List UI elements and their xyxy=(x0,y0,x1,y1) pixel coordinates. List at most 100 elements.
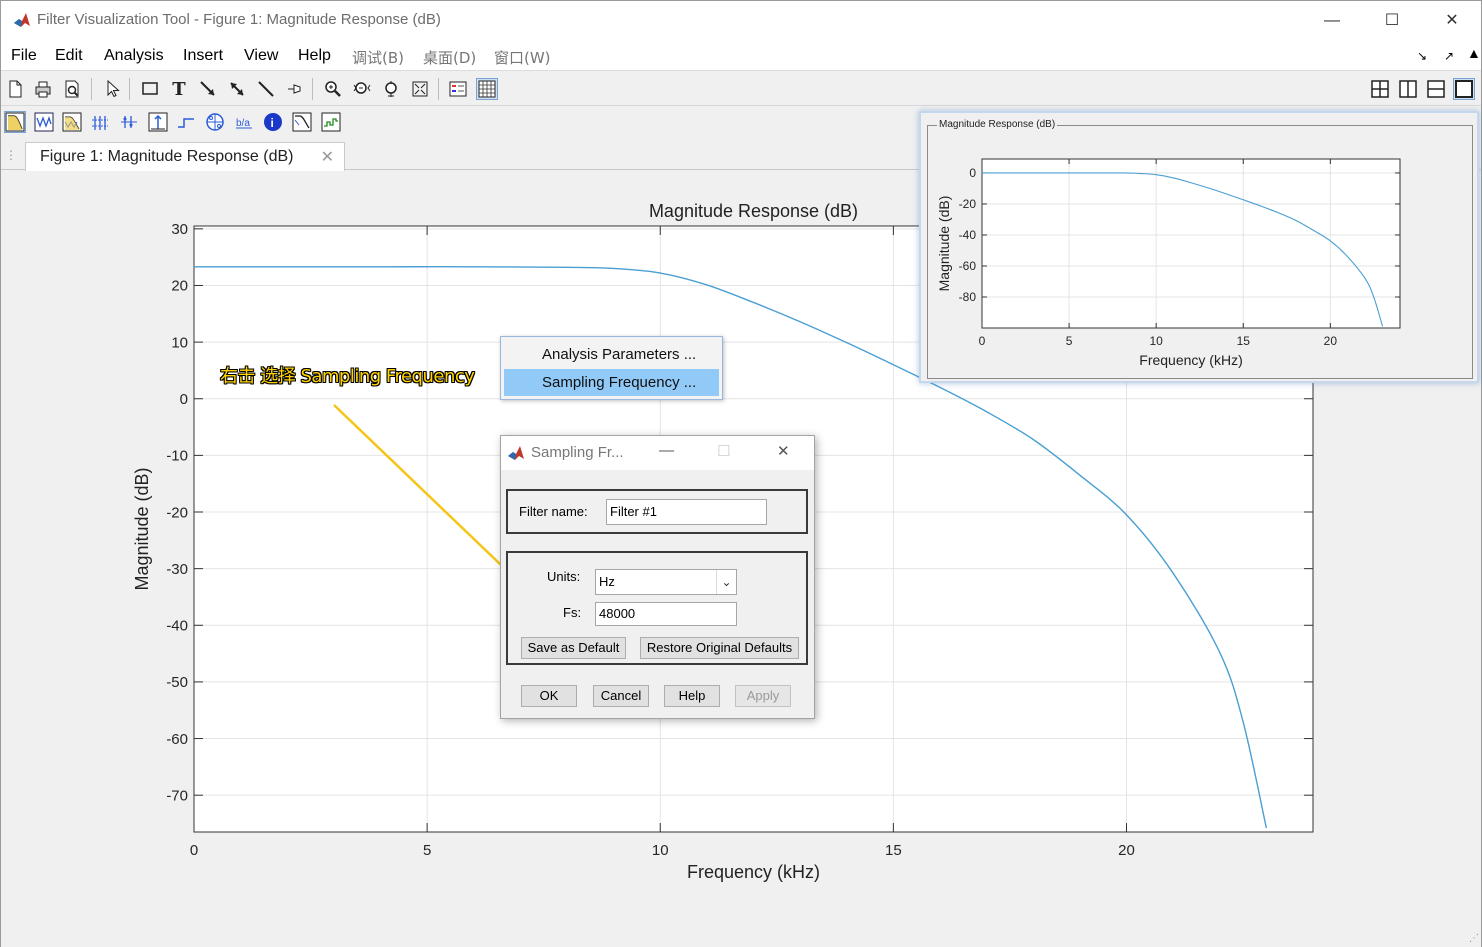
chevron-down-icon[interactable]: ⌄ xyxy=(716,570,736,594)
group-delay-icon[interactable] xyxy=(89,111,111,133)
instruction-annotation: 右击 选择 Sampling Frequency xyxy=(220,366,475,387)
zoom-out-icon[interactable] xyxy=(351,78,373,100)
menu-item-sampling-frequency[interactable]: Sampling Frequency ... xyxy=(504,369,719,396)
step-response-icon[interactable] xyxy=(175,111,197,133)
layout-grid-icon[interactable] xyxy=(1369,78,1391,100)
phase-response-icon[interactable] xyxy=(33,111,55,133)
y-tick-label: -60 xyxy=(959,259,977,273)
analysis-preview-window[interactable]: Magnitude Response (dB) 0 5 10 15 20 0 -20 -40 -… xyxy=(919,111,1479,383)
help-button[interactable]: Help xyxy=(664,685,720,707)
axes-box xyxy=(193,225,1314,833)
pan-icon[interactable] xyxy=(380,78,402,100)
magnitude-series-line xyxy=(982,172,1384,327)
context-menu: Analysis Parameters ... Sampling Frequen… xyxy=(500,336,723,400)
maximize-button[interactable]: ☐ xyxy=(1384,12,1400,29)
resize-grip-icon[interactable]: ⋰ xyxy=(1469,933,1479,944)
filter-info-icon[interactable]: i xyxy=(262,111,284,133)
menu-bar: File Edit Analysis Insert View Help 调试(B… xyxy=(1,41,1481,71)
close-button[interactable]: ✕ xyxy=(1445,12,1459,29)
toolbar-separator xyxy=(91,78,92,100)
layout-single-icon[interactable] xyxy=(1453,78,1475,100)
sampling-group: Units: Hz ⌄ Fs: 48000 Save as Default Re… xyxy=(506,551,808,665)
dialog-title: Sampling Fr... xyxy=(531,444,624,461)
round-off-noise-icon[interactable] xyxy=(320,111,342,133)
menu-debug[interactable]: 调试(B) xyxy=(352,49,404,67)
save-as-default-button[interactable]: Save as Default xyxy=(521,637,626,659)
x-tick-label: 5 xyxy=(1066,334,1073,348)
toolbar-separator xyxy=(129,78,130,100)
svg-text:i: i xyxy=(271,116,274,130)
insert-double-arrow-icon[interactable] xyxy=(226,78,248,100)
grid-icon[interactable] xyxy=(476,78,498,100)
zoom-in-icon[interactable] xyxy=(322,78,344,100)
menu-analysis[interactable]: Analysis xyxy=(104,47,164,64)
pointer-icon[interactable] xyxy=(101,78,123,100)
fs-field[interactable]: 48000 xyxy=(595,602,737,626)
matlab-logo-icon xyxy=(508,446,524,460)
menu-desktop[interactable]: 桌面(D) xyxy=(423,49,477,67)
magnitude-estimate-icon[interactable] xyxy=(291,111,313,133)
insert-rectangle-icon[interactable] xyxy=(139,78,161,100)
tab-figure-1[interactable]: Figure 1: Magnitude Response (dB) ✕ xyxy=(25,142,345,171)
fs-label: Fs: xyxy=(563,605,582,620)
phase-delay-icon[interactable] xyxy=(118,111,140,133)
toolbar-separator xyxy=(312,78,313,100)
sampling-frequency-dialog: Sampling Fr... — ☐ ✕ Filter name: Filter… xyxy=(500,435,815,719)
y-tick-label: 0 xyxy=(969,166,976,180)
y-tick-label: -20 xyxy=(166,504,188,521)
x-axis-label: Frequency (kHz) xyxy=(1139,352,1242,368)
magnitude-response-icon[interactable] xyxy=(4,111,26,133)
menu-edit[interactable]: Edit xyxy=(55,47,83,64)
dock-icon[interactable]: ↘ xyxy=(1417,49,1428,63)
magnitude-phase-icon[interactable] xyxy=(61,111,83,133)
x-tick-label: 5 xyxy=(423,842,431,859)
x-tick-label: 20 xyxy=(1324,334,1338,348)
dialog-close-button[interactable]: ✕ xyxy=(777,443,790,460)
x-tick-label: 10 xyxy=(1149,334,1163,348)
y-tick-label: 10 xyxy=(171,334,188,351)
coefficients-icon[interactable]: b/a xyxy=(233,111,255,133)
x-tick-label: 10 xyxy=(652,842,669,859)
layout-rows-icon[interactable] xyxy=(1425,78,1447,100)
units-dropdown[interactable]: Hz ⌄ xyxy=(595,569,737,595)
legend-icon[interactable] xyxy=(447,78,469,100)
minimize-button[interactable]: — xyxy=(1324,12,1340,29)
insert-arrow-icon[interactable] xyxy=(197,78,219,100)
window-title: Filter Visualization Tool - Figure 1: Ma… xyxy=(37,11,441,28)
new-file-icon[interactable] xyxy=(4,78,26,100)
x-tick-label: 15 xyxy=(1237,334,1251,348)
restore-defaults-button[interactable]: Restore Original Defaults xyxy=(640,637,799,659)
insert-text-icon[interactable]: T xyxy=(172,78,186,100)
tab-strip-grip-icon: ⋮ xyxy=(5,148,17,162)
scroll-up-icon[interactable]: ▲ xyxy=(1467,45,1481,61)
cancel-button[interactable]: Cancel xyxy=(593,685,649,707)
filter-name-field[interactable]: Filter #1 xyxy=(606,499,767,525)
undock-icon[interactable]: ↗ xyxy=(1444,49,1455,63)
print-preview-icon[interactable] xyxy=(61,78,83,100)
units-value: Hz xyxy=(599,574,615,589)
pole-zero-icon[interactable] xyxy=(204,111,226,133)
layout-columns-icon[interactable] xyxy=(1397,78,1419,100)
fit-view-icon[interactable] xyxy=(409,78,431,100)
menu-file[interactable]: File xyxy=(11,47,37,64)
x-tick-label: 0 xyxy=(190,842,198,859)
menu-view[interactable]: View xyxy=(244,47,279,64)
y-tick-label: -10 xyxy=(166,448,188,465)
tab-close-icon[interactable]: ✕ xyxy=(320,149,334,166)
y-tick-label: 30 xyxy=(171,221,188,238)
menu-help[interactable]: Help xyxy=(298,47,331,64)
preview-frame-title: Magnitude Response (dB) xyxy=(937,119,1058,130)
y-tick-label: -40 xyxy=(166,618,188,635)
matlab-logo-icon xyxy=(13,11,31,29)
ok-button[interactable]: OK xyxy=(521,685,577,707)
impulse-response-icon[interactable] xyxy=(147,111,169,133)
menu-insert[interactable]: Insert xyxy=(183,47,224,64)
menu-item-analysis-parameters[interactable]: Analysis Parameters ... xyxy=(542,346,697,363)
insert-line-icon[interactable] xyxy=(255,78,277,100)
print-icon[interactable] xyxy=(32,78,54,100)
figure-tab-strip: ⋮ Figure 1: Magnitude Response (dB) ✕ xyxy=(1,140,1481,171)
menu-window[interactable]: 窗口(W) xyxy=(494,49,551,67)
dialog-minimize-button[interactable]: — xyxy=(659,442,674,459)
pin-icon[interactable] xyxy=(284,78,306,100)
